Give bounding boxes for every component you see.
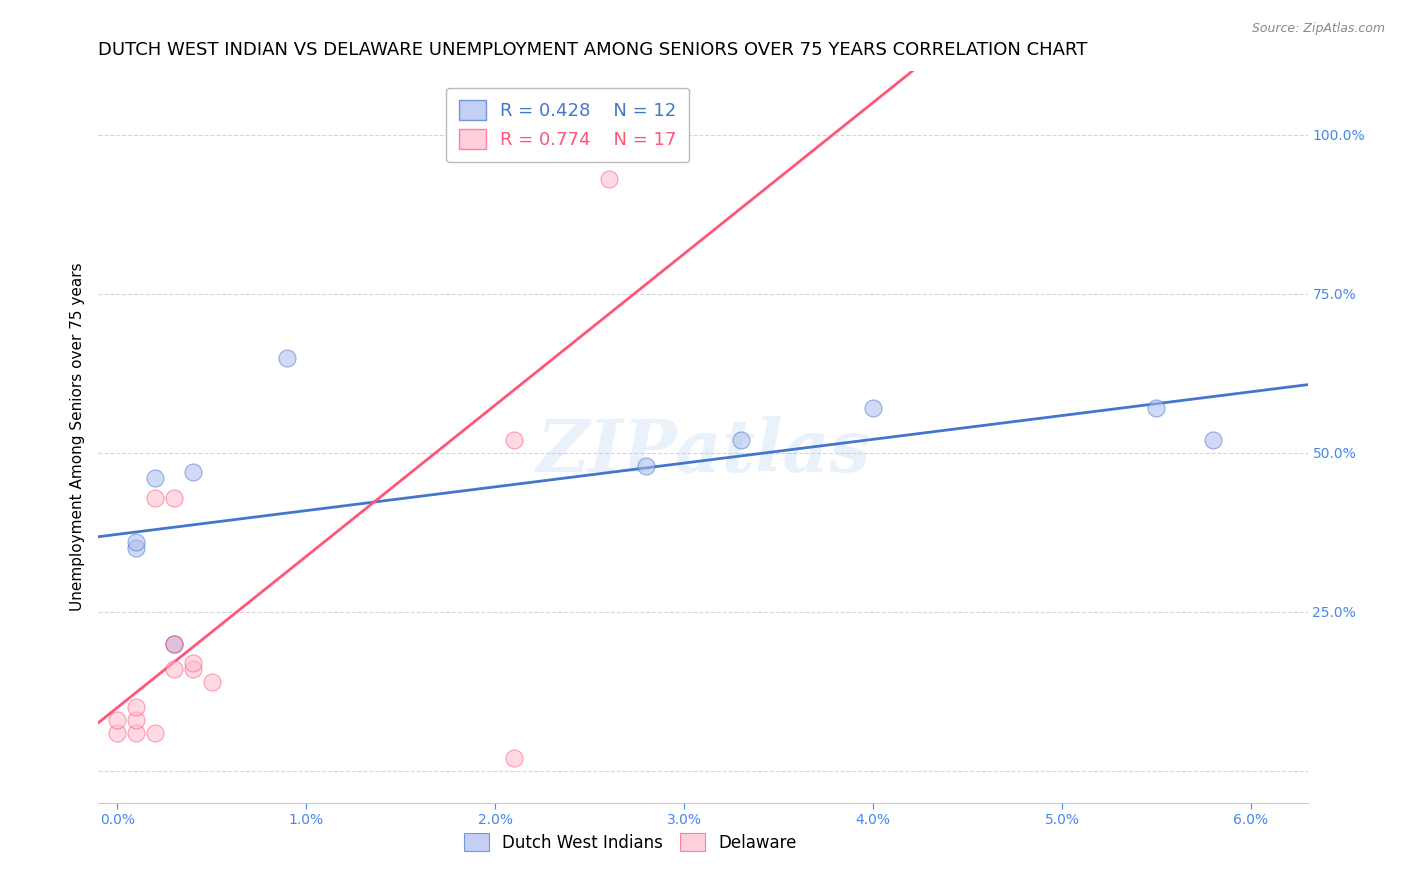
Point [181, 465, 204, 479]
Y-axis label: Unemployment Among Seniors over 75 years: Unemployment Among Seniors over 75 years [69, 263, 84, 611]
Point [598, 172, 620, 186]
Point [636, 458, 658, 473]
Point [181, 656, 204, 670]
Point [276, 351, 298, 365]
Point [163, 637, 186, 651]
Point [163, 662, 186, 676]
Point [105, 726, 128, 740]
Point [105, 713, 128, 727]
Point [1144, 401, 1167, 416]
Point [163, 491, 186, 505]
Point [125, 700, 148, 714]
Point [503, 751, 526, 765]
Point [201, 675, 224, 690]
Point [143, 491, 166, 505]
Text: ZIPatlas: ZIPatlas [536, 417, 870, 487]
Point [598, 115, 620, 129]
Point [163, 637, 186, 651]
Legend: Dutch West Indians, Delaware: Dutch West Indians, Delaware [456, 825, 806, 860]
Point [125, 726, 148, 740]
Point [143, 471, 166, 485]
Point [1202, 434, 1225, 448]
Point [143, 726, 166, 740]
Point [125, 541, 148, 556]
Point [181, 662, 204, 676]
Point [163, 637, 186, 651]
Point [503, 434, 526, 448]
Text: Source: ZipAtlas.com: Source: ZipAtlas.com [1251, 22, 1385, 36]
Text: DUTCH WEST INDIAN VS DELAWARE UNEMPLOYMENT AMONG SENIORS OVER 75 YEARS CORRELATI: DUTCH WEST INDIAN VS DELAWARE UNEMPLOYME… [98, 41, 1088, 59]
Point [862, 401, 884, 416]
Point [125, 535, 148, 549]
Point [730, 434, 752, 448]
Point [125, 713, 148, 727]
